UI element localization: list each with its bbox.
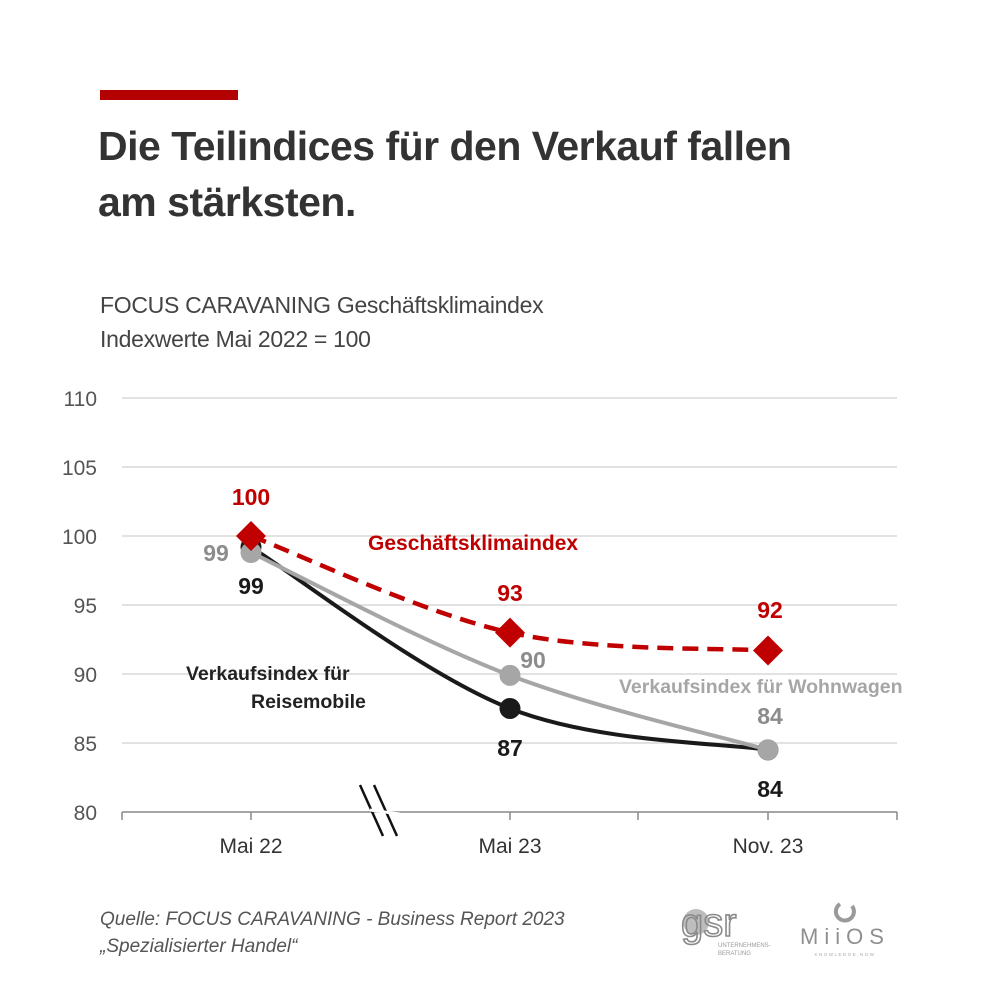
annotation-reisemobile-line-1: Verkaufsindex für: [186, 663, 350, 685]
annotation-wohnwagen: Verkaufsindex für Wohnwagen: [619, 676, 903, 698]
data-label: 100: [232, 484, 270, 510]
data-labels: 100 93 92 99 87 84 99 90 84: [203, 484, 783, 802]
y-tick-label: 100: [62, 526, 97, 549]
miios-logo-swirl-icon: [833, 902, 856, 923]
diamond-marker: [495, 617, 525, 648]
y-axis-ticks: 80 85 90 95 100 105 110: [62, 388, 97, 825]
subtitle-line-1: FOCUS CARAVANING Geschäftsklimaindex: [100, 292, 544, 318]
data-label: 93: [497, 580, 523, 606]
series-annotations: Geschäftsklimaindex Verkaufsindex für Re…: [186, 532, 903, 713]
data-label: 90: [520, 647, 546, 673]
gsr-logo-tagline-1: UNTERNEHMENS-: [718, 943, 771, 949]
title-line-2: am stärksten.: [98, 179, 356, 225]
circle-marker: [757, 739, 779, 761]
data-label: 87: [497, 735, 523, 761]
source-line-2: „Spezialisierter Handel“: [100, 936, 298, 957]
gsr-logo-text: gsr: [681, 901, 737, 945]
page-title: Die Teilindices für den Verkauf fallen a…: [98, 118, 918, 230]
circle-marker: [240, 542, 262, 564]
source-line-1: Quelle: FOCUS CARAVANING - Business Repo…: [100, 909, 565, 930]
axis-break-marker: [358, 784, 401, 837]
axis-break-stroke-2: [372, 784, 399, 837]
annotation-geschaeftsklimaindex: Geschäftsklimaindex: [368, 532, 578, 555]
x-tick-label: Mai 22: [219, 835, 282, 858]
y-tick-label: 95: [74, 595, 97, 618]
data-label: 84: [757, 776, 783, 802]
annotation-reisemobile-line-2: Reisemobile: [251, 691, 366, 713]
x-tick-label: Nov. 23: [733, 835, 804, 858]
data-label: 92: [757, 597, 783, 623]
axis-break-gap: [369, 808, 401, 816]
miios-logo: MiiOS KNOWLEDGE.NOW: [800, 902, 890, 957]
title-line-1: Die Teilindices für den Verkauf fallen: [98, 123, 792, 169]
y-tick-label: 85: [74, 733, 97, 756]
series-markers: [236, 521, 783, 761]
gsr-logo: gsr UNTERNEHMENS- BERATUNG: [680, 900, 771, 957]
gsr-logo-circle: [683, 909, 709, 935]
data-label: 99: [203, 540, 229, 566]
y-tick-label: 110: [64, 388, 97, 411]
chart-subtitle: FOCUS CARAVANING Geschäftsklimaindex Ind…: [100, 288, 544, 356]
source-note: Quelle: FOCUS CARAVANING - Business Repo…: [100, 906, 565, 960]
x-tick-label: Mai 23: [478, 835, 541, 858]
x-axis: Mai 22 Mai 23 Nov. 23: [121, 811, 898, 858]
subtitle-line-2: Indexwerte Mai 2022 = 100: [100, 326, 371, 352]
diamond-marker: [236, 521, 266, 551]
miios-logo-text: MiiOS: [800, 924, 890, 949]
gsr-logo-tagline-2: BERATUNG: [718, 951, 751, 957]
y-tick-label: 105: [62, 457, 97, 480]
y-tick-label: 90: [74, 664, 97, 687]
miios-logo-tagline: KNOWLEDGE.NOW: [814, 952, 875, 957]
circle-marker: [499, 698, 521, 719]
diamond-marker: [753, 635, 783, 666]
y-tick-label: 80: [74, 802, 97, 825]
accent-bar: [100, 90, 238, 100]
data-label: 84: [757, 703, 783, 729]
circle-marker: [499, 664, 521, 686]
data-label: 99: [238, 573, 264, 599]
